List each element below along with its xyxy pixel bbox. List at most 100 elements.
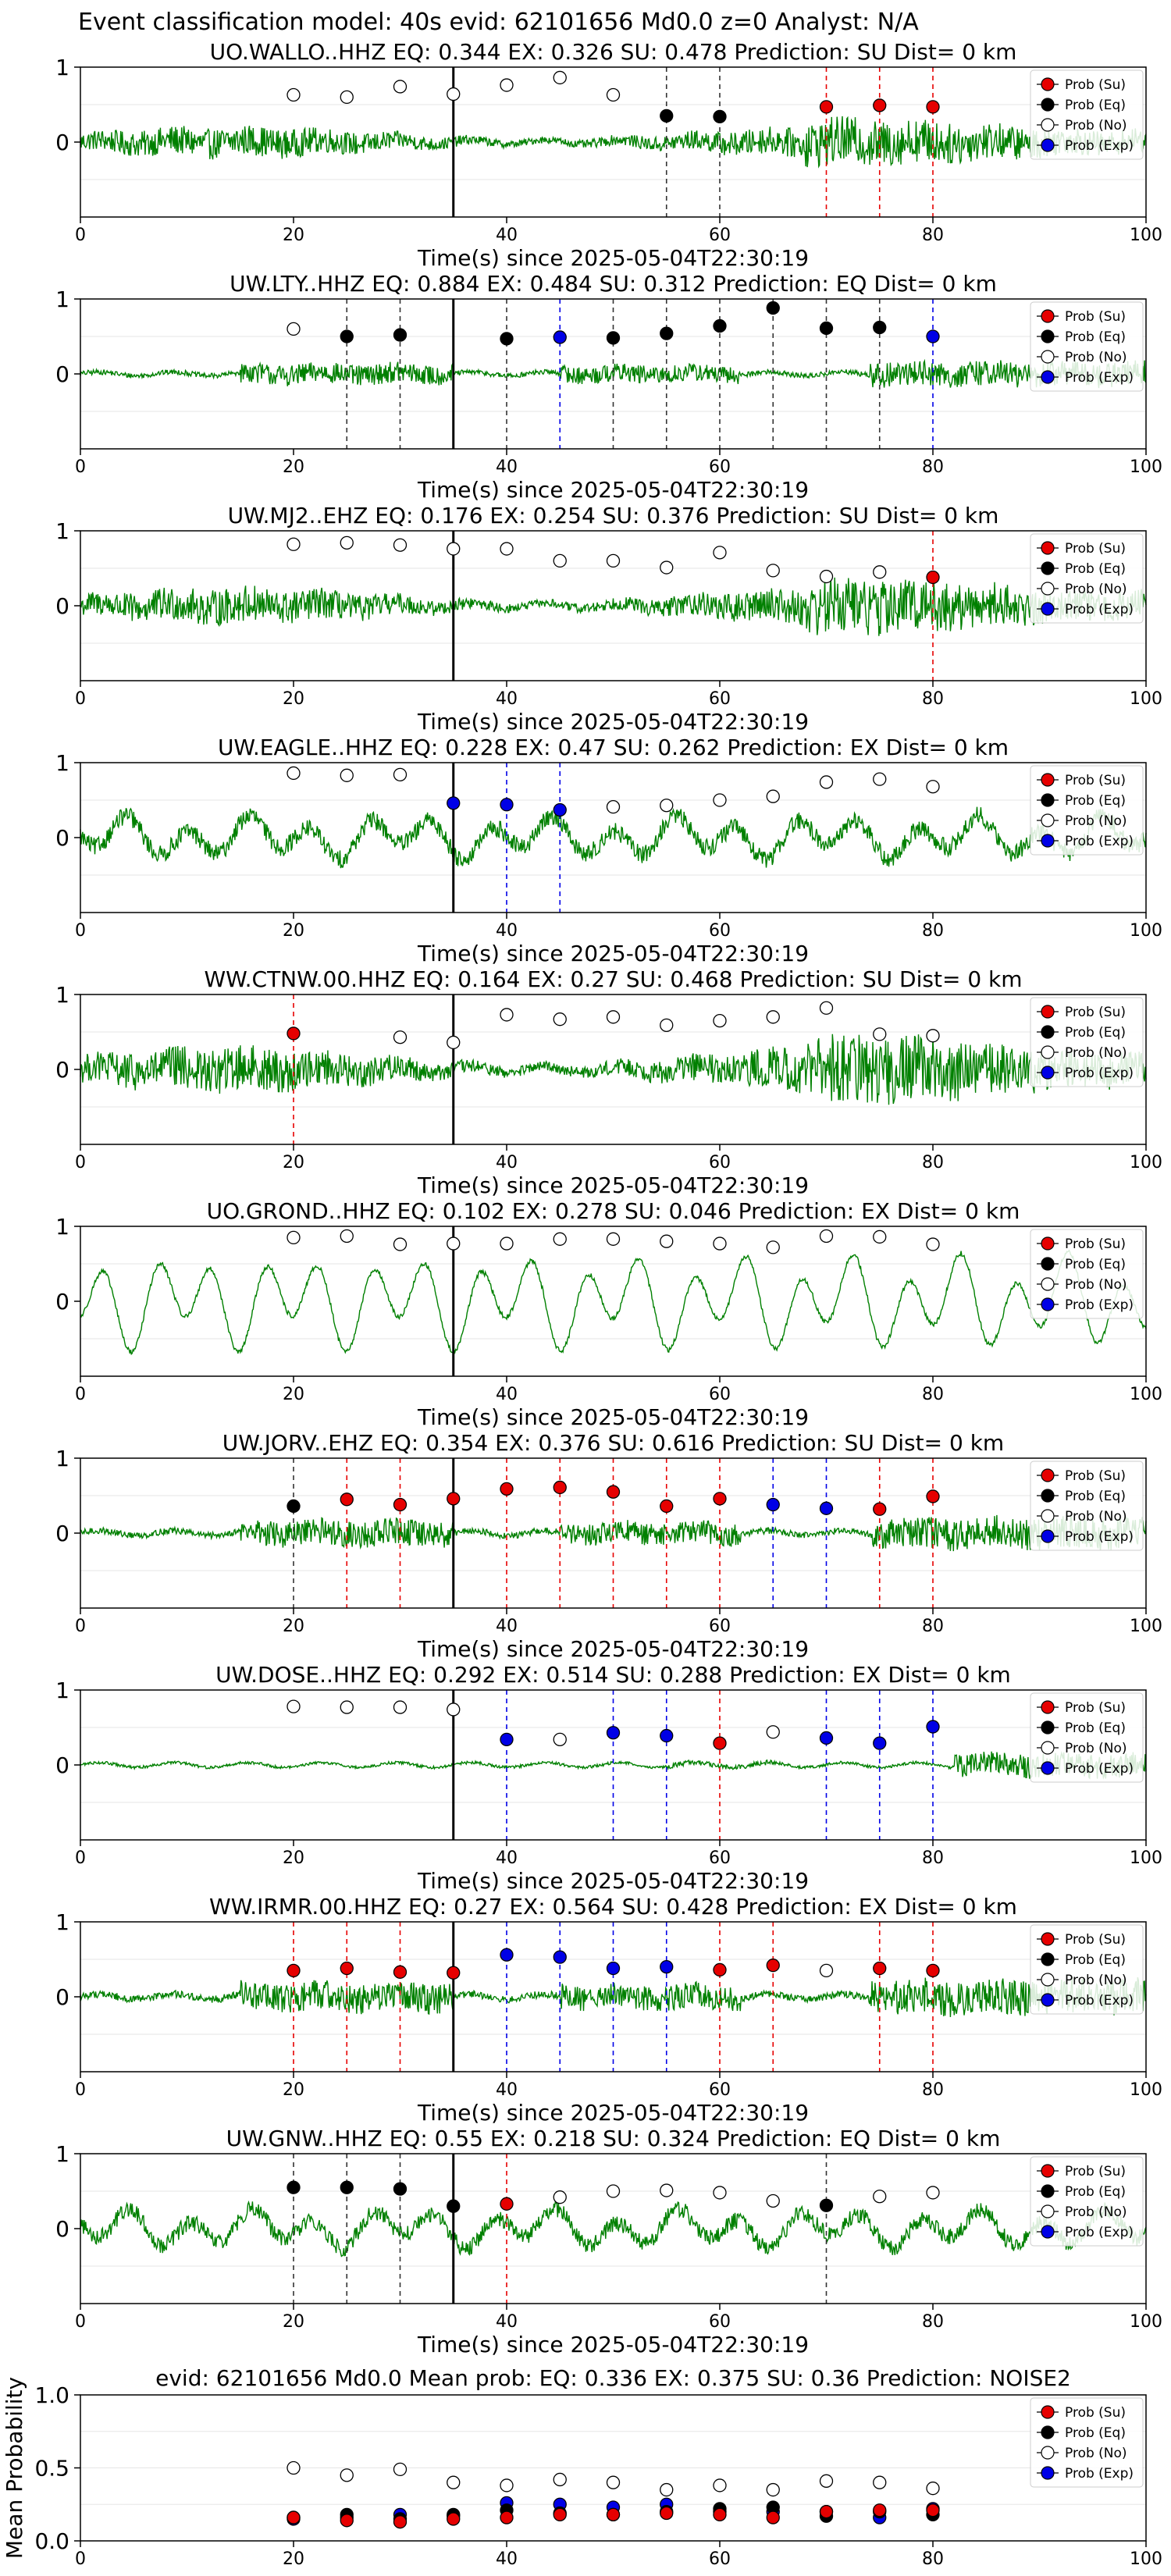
prob-point-no: [819, 1001, 834, 1015]
waveform-trace: [80, 577, 1147, 636]
prob-point-no: [926, 2186, 940, 2200]
y-tick-label: 0.0: [34, 2528, 69, 2554]
x-tick-label: 60: [709, 1848, 731, 1868]
station-panel: WW.CTNW.00.HHZ EQ: 0.164 EX: 0.27 SU: 0.…: [55, 966, 1162, 1198]
x-axis-label: Time(s) since 2025-05-04T22:30:19: [417, 2100, 809, 2126]
legend-marker-eq: [1041, 561, 1055, 575]
prob-point-exp: [819, 1731, 834, 1745]
prob-point-no: [819, 569, 834, 584]
summary-panel: evid: 62101656 Md0.0 Mean prob: EQ: 0.33…: [2, 2365, 1162, 2569]
legend-label: Prob (No): [1065, 1973, 1127, 1988]
legend-label: Prob (Eq): [1065, 2184, 1126, 2200]
prob-point-eq: [447, 2199, 461, 2213]
x-tick-label: 60: [709, 2549, 731, 2569]
waveform-trace: [80, 2200, 1147, 2258]
prob-point-no: [713, 546, 727, 560]
x-tick-label: 0: [75, 1385, 86, 1404]
station-panel: UW.MJ2..EHZ EQ: 0.176 EX: 0.254 SU: 0.37…: [55, 503, 1162, 735]
prob-point-no: [447, 87, 461, 101]
y-tick-label: 0: [55, 130, 69, 155]
x-tick-label: 80: [922, 1848, 944, 1868]
legend-marker-no: [1041, 118, 1055, 132]
legend-label: Prob (Su): [1065, 773, 1126, 788]
prob-point-no: [287, 322, 301, 336]
waveform-trace: [80, 116, 1147, 169]
x-tick-label: 60: [709, 226, 731, 245]
legend: Prob (Su) Prob (Eq) Prob (No) Prob (Exp): [1030, 2397, 1144, 2488]
prob-point-exp: [553, 802, 567, 817]
x-tick-label: 80: [922, 1617, 944, 1636]
prob-point-no: [553, 553, 567, 568]
legend-label: Prob (Exp): [1065, 370, 1134, 386]
x-tick-label: 40: [496, 1153, 518, 1172]
prob-point-no: [553, 70, 567, 85]
x-tick-label: 80: [922, 1153, 944, 1172]
waveform-trace: [80, 1034, 1147, 1105]
figure-suptitle: Event classification model: 40s evid: 62…: [78, 9, 919, 36]
legend-marker-su: [1041, 2164, 1055, 2178]
panel-title: UO.WALLO..HHZ EQ: 0.344 EX: 0.326 SU: 0.…: [210, 39, 1017, 65]
legend: Prob (Su) Prob (Eq) Prob (No) Prob (Exp): [1030, 301, 1144, 392]
y-tick-label: 0: [55, 1984, 69, 2010]
mean-point-su: [500, 2510, 514, 2524]
legend-label: Prob (Exp): [1065, 138, 1134, 154]
legend-marker-exp: [1041, 1529, 1055, 1543]
station-panel: UW.EAGLE..HHZ EQ: 0.228 EX: 0.47 SU: 0.2…: [55, 735, 1162, 966]
prob-point-no: [393, 1030, 408, 1044]
x-tick-label: 20: [283, 921, 304, 941]
legend-label: Prob (Su): [1065, 2164, 1126, 2179]
prob-point-no: [713, 2186, 727, 2200]
prob-point-su: [393, 1497, 408, 1512]
prob-point-no: [340, 1700, 354, 1714]
prob-point-su: [713, 1962, 727, 1977]
prob-point-no: [553, 1012, 567, 1026]
legend-marker-no: [1041, 1509, 1055, 1523]
mean-point-no: [819, 2474, 834, 2488]
prob-point-su: [660, 1499, 674, 1514]
prob-point-exp: [819, 1501, 834, 1515]
y-tick-label: 1.0: [34, 2382, 69, 2408]
legend-label: Prob (No): [1065, 1277, 1127, 1293]
x-axis-label: Time(s) since 2025-05-04T22:30:19: [417, 1404, 809, 1430]
legend-box: [1030, 2156, 1144, 2247]
x-tick-label: 20: [283, 2312, 304, 2332]
prob-point-eq: [713, 109, 727, 124]
y-tick-label: 0.5: [34, 2456, 69, 2482]
x-tick-label: 0: [75, 457, 86, 477]
legend-marker-eq: [1041, 329, 1055, 343]
prob-point-no: [713, 1013, 727, 1028]
x-tick-label: 80: [922, 2549, 944, 2569]
legend-marker-su: [1041, 1932, 1055, 1946]
legend-marker-eq: [1041, 2184, 1055, 2198]
y-tick-label: 1: [55, 750, 69, 776]
station-panel: UW.JORV..EHZ EQ: 0.354 EX: 0.376 SU: 0.6…: [55, 1430, 1162, 1662]
legend-label: Prob (No): [1065, 1045, 1127, 1061]
legend-marker-exp: [1041, 2225, 1055, 2239]
prob-point-su: [926, 1963, 940, 1978]
y-axis-label: Mean Probability: [2, 2377, 27, 2559]
prob-point-no: [340, 535, 354, 550]
mean-point-su: [819, 2504, 834, 2519]
legend-label: Prob (Exp): [1065, 2466, 1134, 2482]
prob-point-eq: [766, 301, 780, 315]
legend-marker-eq: [1041, 1720, 1055, 1735]
legend: Prob (Su) Prob (Eq) Prob (No) Prob (Exp): [1030, 997, 1144, 1087]
mean-point-no: [766, 2482, 780, 2497]
x-tick-label: 20: [283, 226, 304, 245]
waveform-trace: [80, 806, 1147, 869]
x-tick-label: 60: [709, 2312, 731, 2332]
prob-point-no: [873, 1027, 887, 1041]
x-tick-label: 0: [75, 1617, 86, 1636]
legend-marker-su: [1041, 1005, 1055, 1019]
prob-point-eq: [393, 328, 408, 342]
legend-box: [1030, 1461, 1144, 1551]
mean-point-no: [926, 2482, 940, 2496]
legend-label: Prob (Eq): [1065, 98, 1126, 113]
legend-marker-eq: [1041, 2425, 1055, 2439]
x-tick-label: 60: [709, 689, 731, 709]
prob-point-su: [766, 1959, 780, 1973]
prob-point-exp: [926, 329, 940, 343]
panel-title: UW.EAGLE..HHZ EQ: 0.228 EX: 0.47 SU: 0.2…: [218, 735, 1009, 760]
prob-point-su: [340, 1493, 354, 1507]
x-tick-label: 40: [496, 1617, 518, 1636]
